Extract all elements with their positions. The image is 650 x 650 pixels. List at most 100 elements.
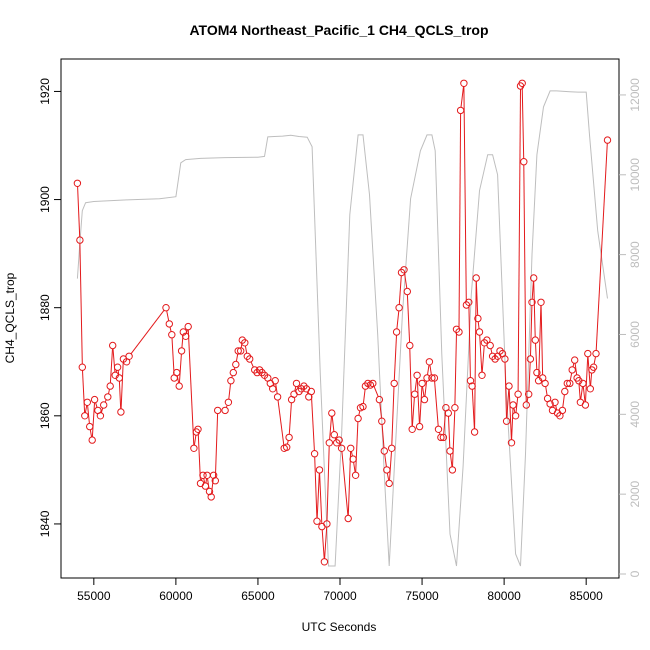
x-tick-label: 55000 — [77, 589, 111, 603]
primary-series-point — [428, 374, 436, 382]
primary-series-point — [177, 347, 186, 355]
primary-series-segment — [481, 345, 485, 373]
primary-series-point — [423, 374, 431, 382]
primary-series-segment — [468, 305, 471, 378]
primary-series-point — [207, 493, 215, 501]
y2-tick-label: 12000 — [628, 78, 642, 112]
primary-series-point — [541, 379, 549, 388]
primary-series-point — [269, 385, 277, 393]
primary-series-point — [571, 356, 579, 364]
primary-series-point — [505, 382, 513, 390]
x-tick-label: 60000 — [159, 589, 193, 603]
primary-series-point — [456, 106, 465, 115]
primary-series-point — [90, 395, 99, 404]
primary-series-point — [344, 514, 352, 523]
primary-series-point — [205, 487, 214, 496]
primary-series — [73, 79, 612, 566]
primary-series-point — [347, 444, 355, 452]
x-tick-label: 70000 — [323, 589, 357, 603]
primary-series-point — [182, 332, 190, 340]
primary-series-point — [359, 402, 367, 411]
primary-series-segment — [169, 326, 172, 332]
primary-series-point — [526, 355, 535, 363]
primary-series-segment — [211, 478, 214, 494]
primary-series-point — [184, 322, 192, 331]
primary-series-point — [224, 398, 233, 406]
primary-series-point — [525, 390, 533, 398]
primary-series-segment — [458, 113, 462, 329]
primary-series-point — [509, 401, 517, 409]
primary-series-segment — [506, 389, 510, 419]
primary-series-segment — [117, 370, 120, 375]
primary-series-point — [221, 406, 229, 415]
x-tick-label: 75000 — [405, 589, 439, 603]
primary-series-point — [439, 433, 448, 442]
primary-series-segment — [409, 348, 413, 427]
primary-series-segment — [530, 305, 533, 356]
y-tick-label: 1860 — [38, 402, 52, 429]
primary-series-point — [388, 444, 396, 452]
primary-series-point — [581, 401, 590, 409]
primary-series-point — [411, 390, 419, 398]
primary-series-point — [196, 479, 205, 488]
primary-series-segment — [386, 472, 390, 481]
primary-series-point — [100, 401, 108, 409]
y-axis: 1840 1860 1880 1900 1920 — [38, 78, 61, 537]
primary-series-segment — [545, 386, 548, 396]
primary-series-point — [520, 158, 528, 166]
primary-series-point — [568, 366, 576, 374]
primary-series-point — [310, 450, 319, 458]
primary-series-point — [285, 433, 293, 442]
primary-series-point — [325, 439, 333, 447]
primary-series-segment — [355, 421, 359, 473]
y2-tick-label: 4000 — [628, 401, 642, 428]
primary-series-segment — [250, 361, 254, 368]
primary-series-point — [589, 363, 598, 371]
primary-series-segment — [474, 281, 477, 429]
primary-series-point — [579, 379, 587, 388]
primary-series-point — [113, 363, 122, 371]
primary-series-segment — [118, 381, 122, 409]
primary-series-segment — [91, 402, 95, 437]
secondary-series-line — [76, 90, 608, 567]
primary-series-point — [413, 371, 421, 379]
primary-series-segment — [79, 243, 83, 365]
primary-series-point — [273, 393, 282, 401]
primary-series-point — [460, 79, 468, 88]
primary-series-point — [375, 395, 384, 404]
y2-tick-label: 10000 — [628, 158, 642, 192]
primary-series-segment — [373, 386, 379, 397]
primary-series-point — [507, 439, 516, 447]
primary-series-point — [283, 443, 291, 451]
primary-series-point — [385, 479, 393, 488]
primary-series-segment — [479, 335, 483, 373]
primary-series-point — [165, 320, 174, 328]
primary-series-segment — [404, 272, 408, 289]
primary-series-segment — [358, 410, 361, 416]
primary-series-point — [292, 379, 301, 388]
primary-series-point — [179, 328, 188, 336]
primary-series-point — [465, 298, 473, 306]
primary-series-point — [551, 398, 559, 406]
primary-series-point — [561, 387, 569, 396]
primary-series-segment — [411, 397, 415, 427]
primary-series-segment — [562, 394, 565, 408]
primary-series-point — [566, 379, 574, 388]
primary-series-segment — [535, 343, 538, 370]
primary-series-point — [446, 447, 454, 455]
primary-series-point — [320, 558, 329, 566]
primary-series-point — [115, 374, 124, 382]
primary-series-point — [354, 414, 362, 423]
primary-series-point — [175, 382, 183, 390]
primary-series-segment — [187, 329, 195, 446]
primary-series-segment — [384, 454, 387, 467]
primary-series-segment — [449, 454, 453, 467]
primary-series-segment — [197, 432, 201, 481]
primary-series-segment — [389, 451, 392, 481]
primary-series-point — [78, 363, 87, 371]
primary-series-segment — [331, 416, 335, 432]
primary-series-segment — [580, 386, 583, 400]
primary-series-segment — [166, 310, 170, 321]
primary-series-point — [349, 455, 357, 463]
primary-series-segment — [528, 362, 531, 392]
